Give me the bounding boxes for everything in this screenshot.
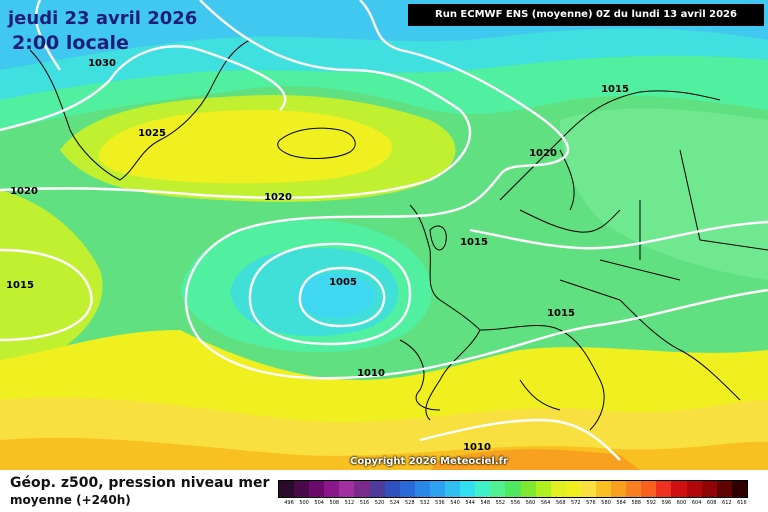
color-scale-swatch — [686, 481, 702, 497]
color-scale — [278, 480, 748, 498]
color-scale-swatch — [505, 481, 521, 497]
color-scale-label: 592 — [646, 500, 657, 506]
color-scale-swatch — [490, 481, 506, 497]
color-scale-swatch — [595, 481, 612, 497]
isobar-label: 1015 — [547, 308, 575, 319]
color-scale-label: 596 — [661, 500, 672, 506]
color-scale-label: 532 — [420, 500, 430, 506]
isobar-label: 1015 — [460, 237, 488, 248]
isobar-label: 1020 — [10, 186, 38, 197]
color-scale-swatch — [460, 481, 476, 497]
color-scale-label: 548 — [480, 500, 491, 506]
color-scale-label: 608 — [706, 500, 717, 506]
forecast-date: jeudi 23 avril 2026 — [8, 8, 198, 29]
color-scale-label: 616 — [737, 500, 747, 506]
color-scale-label: 580 — [601, 500, 611, 506]
color-scale-label: 544 — [465, 500, 475, 506]
color-scale-swatch — [324, 481, 340, 497]
color-scale-swatch — [279, 481, 295, 497]
copyright-text: Copyright 2026 Meteociel.fr — [350, 456, 508, 467]
color-scale-swatch — [565, 481, 581, 497]
color-scale-swatch — [399, 481, 415, 497]
forecast-time: 2:00 locale — [12, 32, 129, 54]
color-scale-swatch — [309, 481, 325, 497]
color-scale-swatch — [339, 481, 355, 497]
color-scale-swatch — [520, 481, 536, 497]
color-scale-swatch — [656, 481, 672, 497]
color-scale-label: 568 — [555, 500, 566, 506]
color-scale-label: 520 — [374, 500, 385, 506]
color-scale-label: 564 — [540, 500, 551, 506]
color-scale-swatch — [731, 481, 747, 497]
weather-map: 1030 1025 1020 1020 1015 1005 1015 1020 … — [0, 0, 768, 470]
color-scale-swatch — [611, 481, 627, 497]
isobar-label: 1010 — [463, 442, 491, 453]
color-scale-label: 556 — [510, 500, 521, 506]
color-scale-label: 604 — [691, 500, 702, 506]
isobar-label: 1030 — [88, 58, 116, 69]
color-scale-label: 588 — [631, 500, 641, 506]
color-scale-label: 500 — [299, 500, 309, 506]
color-scale-label: 600 — [676, 500, 687, 506]
color-scale-swatch — [429, 481, 446, 497]
color-scale-swatch — [384, 481, 400, 497]
color-scale-label: 552 — [495, 500, 506, 506]
color-scale-labels: 496 500 504 508 512 516 520 524 528 532 536 540 544 5… — [284, 500, 757, 510]
color-scale-label: 524 — [389, 500, 400, 506]
color-scale-label: 508 — [329, 500, 340, 506]
isobar-label: 1025 — [138, 128, 166, 139]
color-scale-swatch — [550, 481, 566, 497]
isobar-label: 1020 — [264, 192, 292, 203]
color-scale-swatch — [294, 481, 310, 497]
color-scale-label: 612 — [722, 500, 732, 506]
isobar-label: 1005 — [329, 277, 357, 288]
isobar-label: 1010 — [357, 368, 385, 379]
color-scale-swatch — [580, 481, 596, 497]
color-scale-label: 496 — [284, 500, 294, 506]
legend-subtitle: moyenne (+240h) — [10, 493, 131, 507]
color-scale-label: 584 — [616, 500, 626, 506]
color-scale-label: 516 — [359, 500, 370, 506]
isobar-label: 1020 — [529, 148, 557, 159]
color-scale-label: 540 — [450, 500, 460, 506]
color-scale-swatch — [445, 481, 461, 497]
color-scale-swatch — [716, 481, 732, 497]
color-scale-swatch — [641, 481, 657, 497]
color-scale-swatch — [671, 481, 687, 497]
color-scale-label: 512 — [344, 500, 355, 506]
color-scale-swatch — [701, 481, 717, 497]
color-scale-label: 536 — [435, 500, 445, 506]
color-scale-swatch — [414, 481, 430, 497]
color-scale-swatch — [626, 481, 642, 497]
color-scale-label: 576 — [586, 500, 596, 506]
color-scale-label: 560 — [525, 500, 536, 506]
color-scale-swatch — [354, 481, 370, 497]
color-scale-swatch — [369, 481, 385, 497]
isobar-label: 1015 — [601, 84, 629, 95]
color-scale-label: 528 — [404, 500, 415, 506]
color-scale-swatch — [475, 481, 491, 497]
color-scale-swatch — [535, 481, 551, 497]
color-scale-label: 504 — [314, 500, 324, 506]
color-scale-label: 572 — [571, 500, 581, 506]
legend-title: Géop. z500, pression niveau mer — [10, 475, 270, 491]
isobar-label: 1015 — [6, 280, 34, 291]
run-info-banner: Run ECMWF ENS (moyenne) 0Z du lundi 13 a… — [408, 4, 764, 26]
